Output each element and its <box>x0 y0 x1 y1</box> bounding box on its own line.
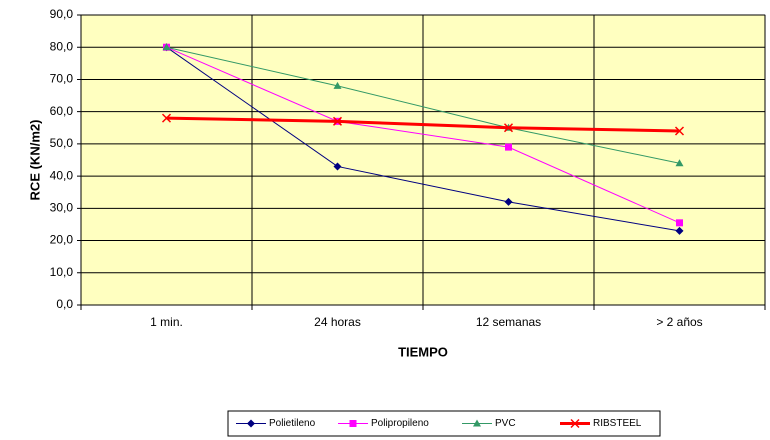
y-tick-label: 10,0 <box>50 265 74 279</box>
y-tick-label: 20,0 <box>50 233 74 247</box>
x-tick-label: 12 semanas <box>476 315 541 329</box>
y-tick-label: 60,0 <box>50 104 74 118</box>
x-axis-title: TIEMPO <box>398 344 448 359</box>
y-tick-label: 30,0 <box>50 201 74 215</box>
chart: RCE (KN/m2) TIEMPO 0,0 10,0 20,0 30,0 40,0 50… <box>0 0 770 440</box>
y-tick-label: 70,0 <box>50 72 74 86</box>
y-tick-label: 80,0 <box>50 39 74 53</box>
marker <box>676 219 683 226</box>
y-tick-label: 50,0 <box>50 136 74 150</box>
legend-label: Polietileno <box>269 418 316 429</box>
x-tick-label: > 2 años <box>656 315 702 329</box>
marker <box>350 420 357 427</box>
x-tick-label: 1 min. <box>150 315 183 329</box>
y-tick-label: 0,0 <box>56 297 73 311</box>
marker <box>505 144 512 151</box>
y-tick-label: 90,0 <box>50 7 74 21</box>
legend-label: PVC <box>495 418 516 429</box>
x-tick-label: 24 horas <box>314 315 361 329</box>
y-tick-label: 40,0 <box>50 168 74 182</box>
legend-label: RIBSTEEL <box>593 418 642 429</box>
y-axis-title: RCE (KN/m2) <box>27 120 42 201</box>
legend-label: Polipropileno <box>371 418 429 429</box>
